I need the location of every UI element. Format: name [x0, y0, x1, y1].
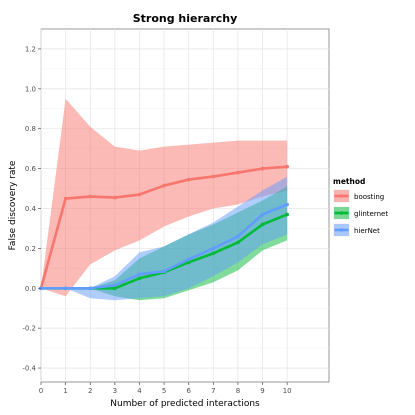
x-tick-label: 3 [113, 387, 117, 395]
y-tick-label: -0.2 [22, 325, 36, 333]
y-tick-label: -0.4 [22, 365, 36, 373]
x-tick-label: 10 [283, 387, 292, 395]
point-boosting [63, 196, 68, 201]
point-glinternet [137, 276, 142, 281]
point-glinternet [260, 222, 265, 227]
point-hierNet [186, 257, 191, 262]
x-axis-title: Number of predicted interactions [110, 399, 260, 409]
point-boosting [285, 164, 289, 169]
legend-key-point [339, 228, 344, 232]
y-tick-label: 0.0 [25, 285, 36, 293]
point-glinternet [236, 240, 240, 245]
y-tick-label: 1.0 [25, 85, 36, 93]
x-tick-label: 4 [137, 387, 142, 395]
legend-label-hierNet: hierNet [354, 227, 380, 235]
legend-key-point [339, 211, 344, 215]
point-boosting [88, 194, 93, 199]
point-boosting [113, 195, 117, 200]
point-hierNet [260, 212, 265, 217]
point-hierNet [236, 234, 240, 239]
y-tick-label: 0.4 [25, 205, 37, 213]
point-boosting [137, 192, 142, 197]
point-glinternet [186, 260, 191, 265]
y-tick-label: 0.2 [25, 245, 36, 253]
confidence-bands [41, 98, 288, 301]
legend-title: method [333, 177, 365, 186]
y-tick-label: 1.2 [25, 45, 36, 53]
legend-key-point [339, 194, 344, 198]
x-tick-label: 8 [236, 387, 240, 395]
point-boosting [236, 170, 240, 175]
point-hierNet [63, 286, 68, 291]
point-glinternet [211, 251, 216, 256]
x-tick-label: 2 [88, 387, 92, 395]
point-hierNet [137, 272, 142, 277]
legend: method boosting glinternet hierNet [332, 177, 388, 238]
point-boosting [260, 166, 265, 171]
x-tick-label: 9 [260, 387, 264, 395]
point-glinternet [113, 286, 117, 291]
x-axis: 0 1 2 3 4 5 6 7 8 9 10 [39, 382, 292, 395]
x-tick-label: 6 [186, 387, 191, 395]
x-tick-label: 7 [211, 387, 215, 395]
band-boosting [41, 98, 288, 297]
legend-label-glinternet: glinternet [354, 210, 388, 218]
point-boosting [162, 183, 166, 188]
point-glinternet [285, 212, 289, 217]
x-tick-label: 1 [63, 387, 67, 395]
y-tick-label: 0.8 [25, 125, 36, 133]
series-lines [39, 164, 289, 291]
point-hierNet [113, 283, 117, 288]
band-glinternet [41, 186, 288, 301]
x-tick-label: 5 [162, 387, 166, 395]
y-axis-title: False discovery rate [8, 160, 18, 250]
point-hierNet [211, 246, 216, 251]
point-hierNet [88, 286, 93, 291]
legend-label-boosting: boosting [354, 193, 384, 201]
y-axis: -0.4 -0.2 0.0 0.2 0.4 0.6 0.8 1.0 1.2 [22, 45, 41, 373]
band-hierNet [41, 176, 288, 301]
point-hierNet [285, 202, 289, 207]
y-tick-label: 0.6 [25, 165, 37, 173]
chart-title: Strong hierarchy [133, 12, 238, 25]
point-boosting [211, 174, 216, 179]
x-tick-label: 0 [39, 387, 43, 395]
point-boosting [186, 177, 191, 182]
point-hierNet [162, 269, 166, 274]
